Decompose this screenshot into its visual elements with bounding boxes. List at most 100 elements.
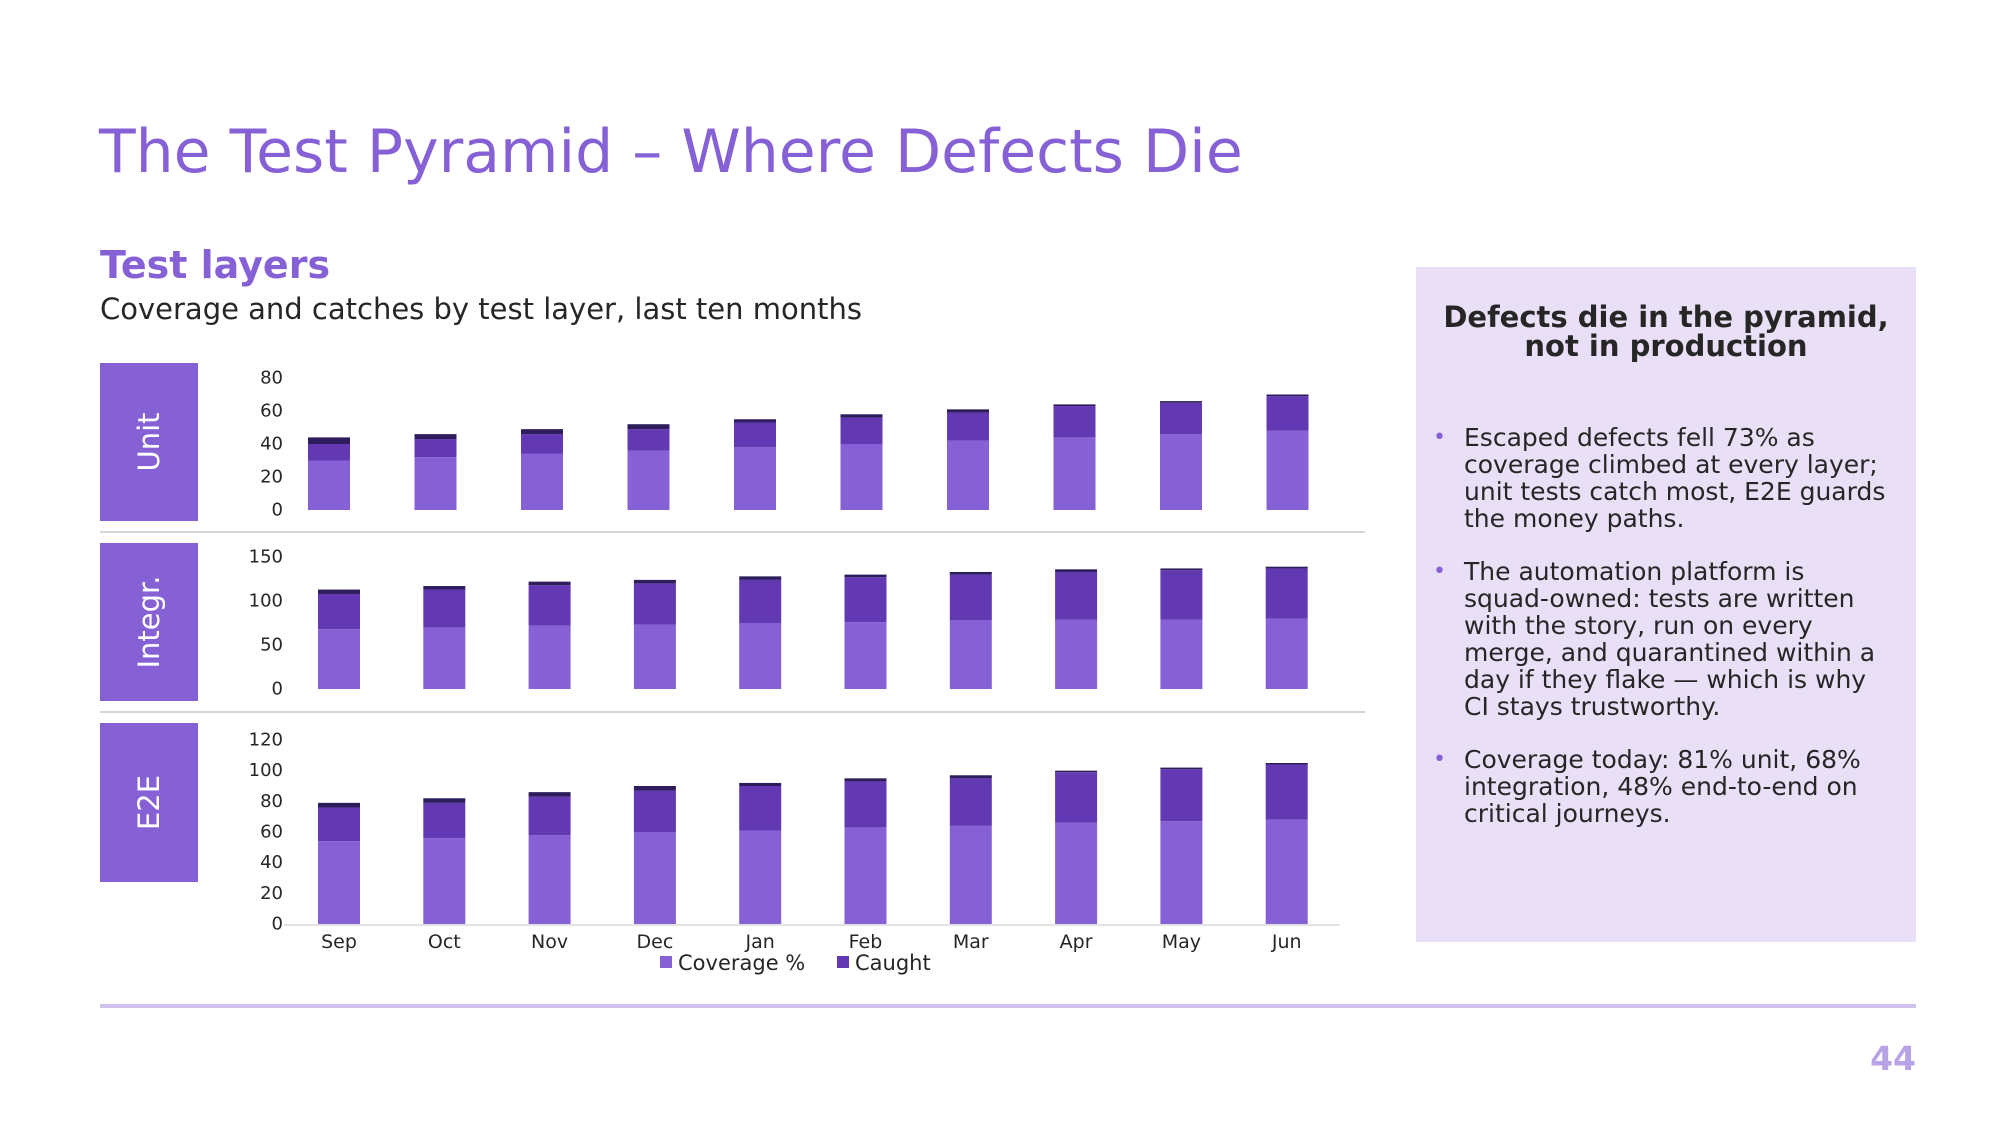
y-tick-label: 0 bbox=[272, 500, 283, 521]
x-tick-label: Oct bbox=[428, 931, 461, 953]
bar-segment-caught bbox=[1160, 769, 1203, 822]
bar-segment-caught bbox=[1055, 772, 1098, 823]
y-tick-label: 100 bbox=[249, 591, 283, 612]
slide-title: The Test Pyramid – Where Defects Die bbox=[99, 117, 1243, 187]
bar-segment-top bbox=[840, 414, 883, 418]
x-tick-label: Jun bbox=[1271, 931, 1302, 953]
x-tick-label: Feb bbox=[849, 931, 883, 953]
bar-segment-top bbox=[739, 576, 782, 580]
y-tick-label: 60 bbox=[260, 401, 283, 422]
bar-segment-coverage bbox=[1160, 821, 1203, 924]
bar-segment-caught bbox=[308, 444, 350, 461]
x-tick-label: May bbox=[1162, 931, 1201, 953]
bar-segment-caught bbox=[633, 583, 676, 625]
page-number: 44 bbox=[1870, 1039, 1916, 1078]
layer-label: E2E bbox=[132, 775, 166, 830]
bar-segment-caught bbox=[528, 796, 571, 836]
x-tick-label: Dec bbox=[637, 931, 674, 953]
x-tick-label: Sep bbox=[321, 931, 357, 953]
bar-segment-caught bbox=[947, 412, 989, 441]
bar-segment-coverage bbox=[840, 444, 883, 510]
bar-segment-top bbox=[1266, 394, 1309, 397]
bar-segment-top bbox=[423, 586, 466, 590]
bar-segment-top bbox=[949, 775, 992, 779]
bar-segment-caught bbox=[318, 807, 360, 842]
y-tick-label: 0 bbox=[272, 679, 283, 700]
y-tick-label: 60 bbox=[260, 822, 283, 843]
bar-segment-caught bbox=[1160, 402, 1202, 435]
bar-segment-caught bbox=[1265, 568, 1308, 619]
panel-bullet-text: Coverage today: 81% unit, 68% integratio… bbox=[1464, 745, 1861, 828]
bar-segment-top bbox=[318, 802, 360, 808]
bar-segment-coverage bbox=[739, 830, 782, 924]
bar-segment-top bbox=[947, 409, 989, 413]
bar-segment-caught bbox=[844, 577, 887, 623]
bar-segment-top bbox=[844, 778, 887, 782]
bar-segment-coverage bbox=[1160, 619, 1203, 689]
bar-segment-caught bbox=[739, 786, 782, 831]
bar-segment-coverage bbox=[308, 460, 350, 510]
y-tick-label: 20 bbox=[260, 467, 283, 488]
bar-segment-caught bbox=[1265, 764, 1308, 820]
chart-panel-e2e: E2E 0 20 40 60 80 100 120 Sep Oct Nov Dec Jan Feb Mar A… bbox=[100, 723, 1340, 953]
bar-segment-caught bbox=[1266, 396, 1309, 431]
bar-segment-caught bbox=[844, 781, 887, 828]
bar-segment-top bbox=[633, 786, 676, 791]
bar-segment-caught bbox=[949, 574, 992, 621]
bar-segment-caught bbox=[734, 422, 776, 448]
bar-segment-caught bbox=[1053, 406, 1096, 438]
y-tick-label: 80 bbox=[260, 368, 283, 389]
bar-segment-coverage bbox=[949, 825, 992, 924]
bar-segment-coverage bbox=[318, 841, 360, 924]
bar-segment-top bbox=[308, 437, 350, 444]
panel-title: Defects die in the pyramid, not in produ… bbox=[1443, 300, 1889, 363]
bar-segment-top bbox=[318, 589, 360, 594]
bar-segment-coverage bbox=[318, 629, 360, 689]
bar-segment-top bbox=[1160, 401, 1202, 403]
bar-segment-top bbox=[949, 571, 992, 575]
bar-segment-caught bbox=[1055, 571, 1098, 620]
bar-segment-top bbox=[739, 782, 782, 786]
summary-panel: Defects die in the pyramid, not in produ… bbox=[1416, 267, 1916, 942]
bar-segment-top bbox=[414, 434, 457, 440]
bar-segment-caught bbox=[521, 434, 563, 454]
panel-bullet: • Coverage today: 81% unit, 68% integrati… bbox=[1433, 745, 1890, 828]
section-subtitle: Coverage and catches by test layer, last… bbox=[100, 292, 862, 326]
bar-segment-coverage bbox=[423, 627, 466, 689]
bar-segment-coverage bbox=[947, 440, 989, 510]
bar-segment-top bbox=[1160, 568, 1203, 571]
bar-segment-caught bbox=[627, 429, 670, 451]
y-tick-label: 150 bbox=[249, 547, 283, 568]
y-tick-label: 20 bbox=[260, 883, 283, 904]
section-heading: Test layers bbox=[100, 243, 331, 287]
layer-label-box bbox=[100, 723, 198, 882]
footer-divider bbox=[100, 1004, 1916, 1008]
bar-segment-caught bbox=[633, 790, 676, 832]
panel-bullet-text: The automation platform is squad-owned: … bbox=[1464, 557, 1876, 721]
bar-segment-top bbox=[1053, 404, 1096, 407]
legend-swatch bbox=[837, 956, 849, 968]
bar-segment-caught bbox=[1160, 570, 1203, 620]
bar-segment-coverage bbox=[1053, 437, 1096, 510]
bar-segment-top bbox=[734, 419, 776, 423]
y-tick-label: 0 bbox=[272, 914, 283, 935]
x-tick-label: Mar bbox=[953, 931, 989, 953]
layer-label: Unit bbox=[132, 412, 166, 471]
bullet-dot-icon: • bbox=[1433, 559, 1446, 584]
panel-bullet: • The automation platform is squad-owned:… bbox=[1433, 557, 1890, 721]
layer-label-box bbox=[100, 543, 198, 701]
bar-segment-coverage bbox=[949, 620, 992, 689]
bar-segment-top bbox=[528, 792, 571, 797]
bar-segment-top bbox=[1055, 569, 1098, 572]
bar-segment-coverage bbox=[633, 624, 676, 689]
bar-segment-caught bbox=[739, 579, 782, 623]
chart-legend: Coverage % Caught bbox=[660, 951, 931, 975]
y-tick-label: 120 bbox=[249, 730, 283, 751]
chart-panel-integr: Integr. 0 50 100 150 bbox=[100, 543, 1365, 713]
legend-label: Caught bbox=[855, 951, 931, 975]
bar-segment-caught bbox=[423, 589, 466, 628]
bar-segment-coverage bbox=[1265, 819, 1308, 924]
layer-label-box bbox=[100, 363, 198, 521]
bar-segment-caught bbox=[318, 593, 360, 630]
bar-segment-coverage bbox=[521, 453, 563, 510]
